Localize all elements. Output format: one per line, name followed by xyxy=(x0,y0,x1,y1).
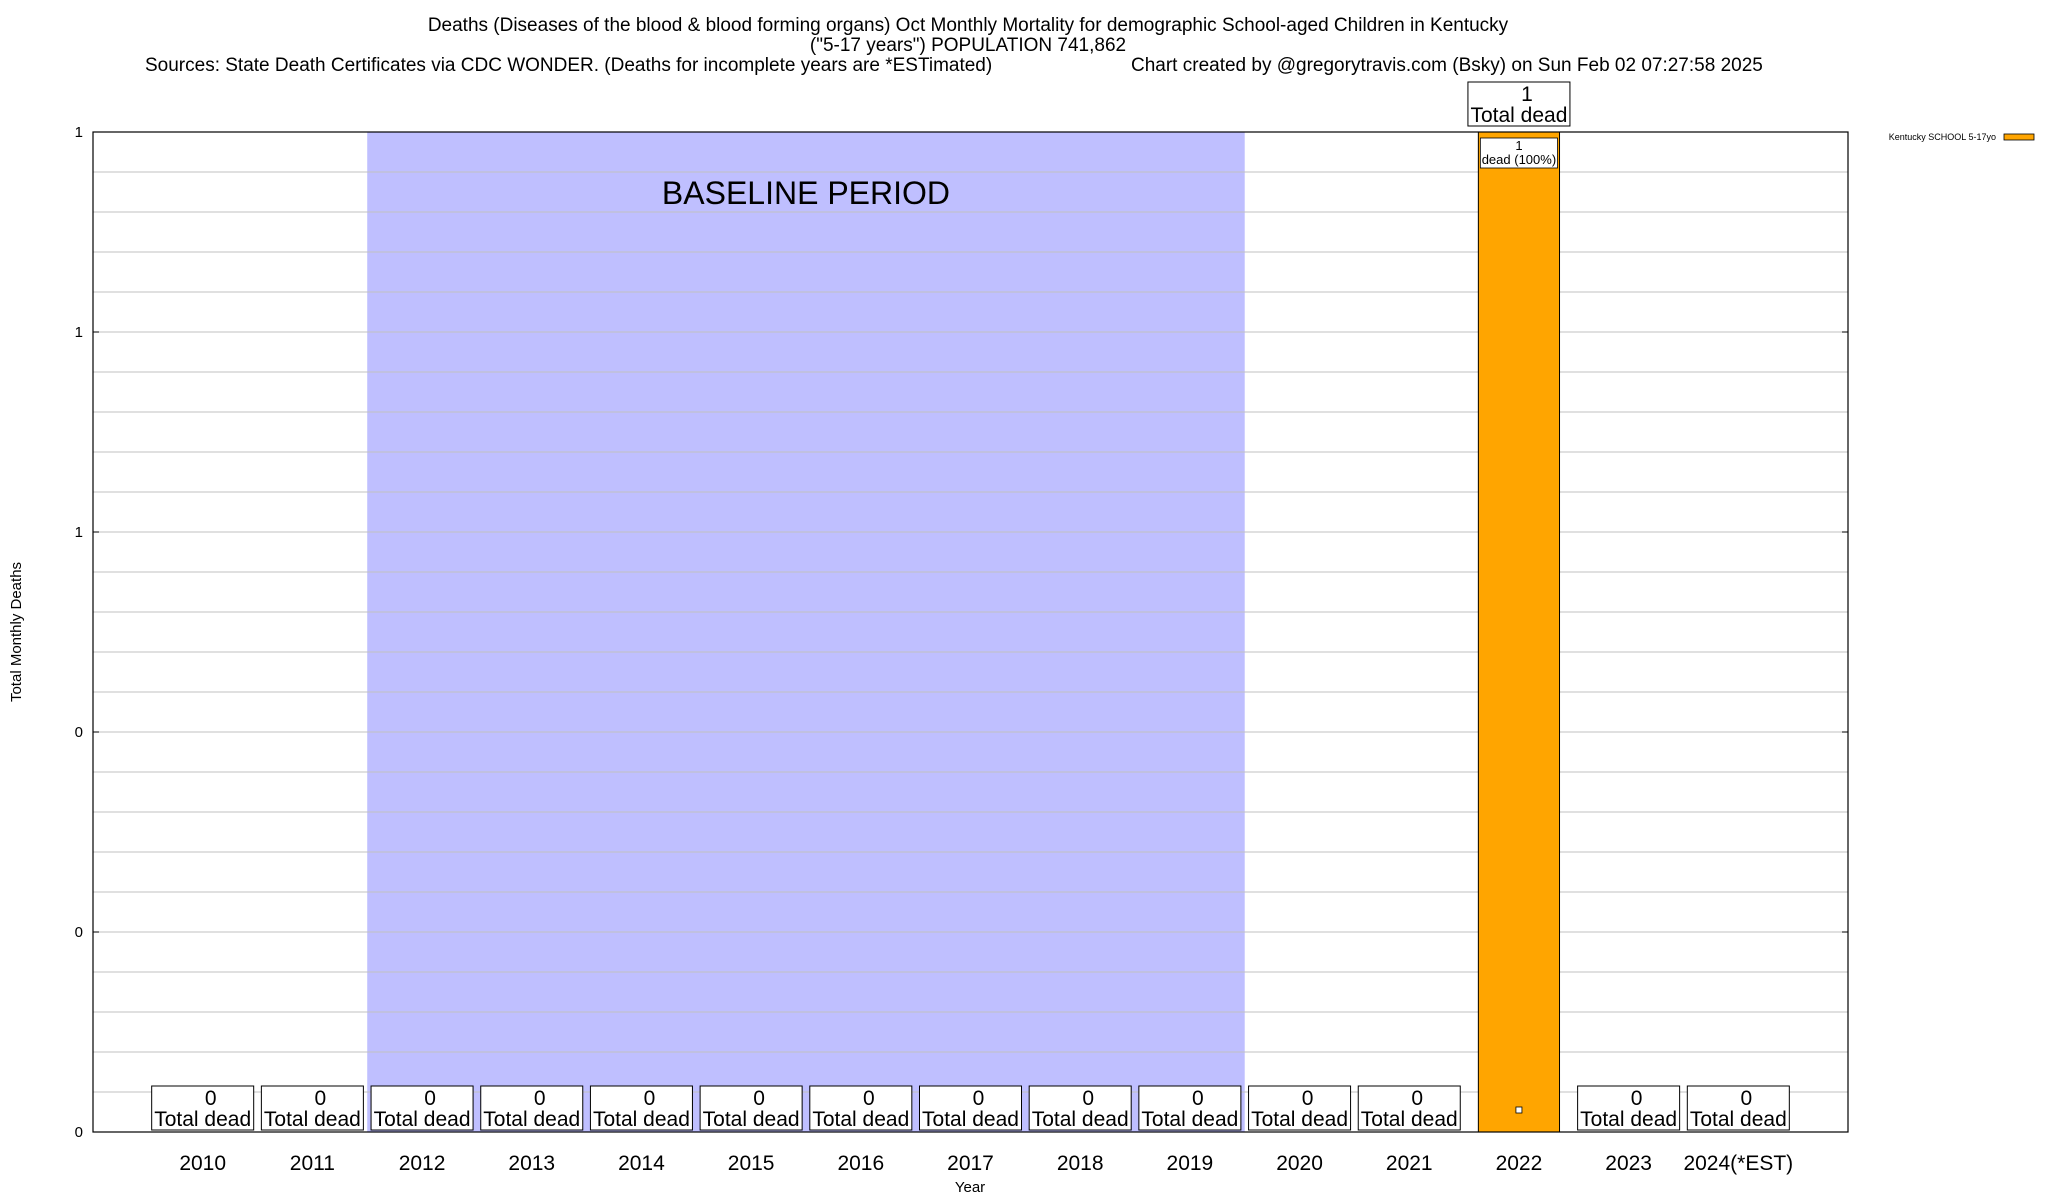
total-dead-value: 1 xyxy=(1521,83,1533,106)
total-dead-box xyxy=(1028,1085,1132,1131)
x-tick-label: 2016 xyxy=(837,1152,884,1175)
total-dead-text: Total dead xyxy=(1141,1108,1238,1131)
x-tick-label: 2024(*EST) xyxy=(1683,1152,1793,1175)
total-dead-text: Total dead xyxy=(703,1108,800,1131)
x-axis-ticks: 2010 2011 2012 2013 2014 2015 2016 2017 2018 2019… xyxy=(179,1106,1793,1175)
total-dead-value: 0 xyxy=(1411,1087,1423,1110)
legend: Kentucky SCHOOL 5-17yo xyxy=(1889,132,2035,142)
x-tick-label: 2019 xyxy=(1167,1152,1214,1175)
total-dead-box xyxy=(260,1085,364,1131)
y-tick-label: 0 xyxy=(75,724,83,741)
x-tick-label: 2014 xyxy=(618,1152,665,1175)
y-tick-label: 0 xyxy=(75,1124,83,1141)
total-dead-box xyxy=(1248,1085,1352,1131)
total-dead-value: 0 xyxy=(534,1087,546,1110)
x-tick-marker xyxy=(1515,1106,1523,1114)
x-axis-label: Year xyxy=(955,1179,985,1196)
total-dead-box xyxy=(809,1085,913,1131)
total-dead-text: Total dead xyxy=(1690,1108,1787,1131)
total-dead-text: Total dead xyxy=(483,1108,580,1131)
y-tick-label: 1 xyxy=(75,324,83,341)
total-dead-value: 0 xyxy=(1740,1087,1752,1110)
total-dead-box xyxy=(1467,81,1571,127)
total-dead-box xyxy=(1577,1085,1681,1131)
legend-swatch xyxy=(2003,133,2035,141)
total-dead-box xyxy=(1138,1085,1242,1131)
total-dead-text: Total dead xyxy=(264,1108,361,1131)
total-dead-text: Total dead xyxy=(1470,104,1567,127)
x-tick-label: 2011 xyxy=(290,1152,335,1175)
total-dead-box xyxy=(1357,1085,1461,1131)
total-dead-text: Total dead xyxy=(1580,1108,1677,1131)
legend-label: Kentucky SCHOOL 5-17yo xyxy=(1889,132,1996,142)
total-dead-text: Total dead xyxy=(374,1108,471,1131)
bar-inner-label-box xyxy=(1479,137,1558,169)
total-dead-value: 0 xyxy=(1631,1087,1643,1110)
x-tick-label: 2020 xyxy=(1276,1152,1323,1175)
baseline-period-label: BASELINE PERIOD xyxy=(662,175,950,211)
x-tick-label: 2015 xyxy=(728,1152,775,1175)
y-tick-label: 1 xyxy=(75,524,83,541)
total-dead-value: 0 xyxy=(863,1087,875,1110)
x-tick-label: 2023 xyxy=(1605,1152,1652,1175)
total-dead-value: 0 xyxy=(644,1087,656,1110)
chart-title: Deaths (Diseases of the blood & blood fo… xyxy=(428,15,1509,36)
chart-titles: Deaths (Diseases of the blood & blood fo… xyxy=(145,15,1763,76)
total-dead-text: Total dead xyxy=(1361,1108,1458,1131)
chart-credit: Chart created by @gregorytravis.com (Bsk… xyxy=(1131,55,1763,76)
total-dead-text: Total dead xyxy=(922,1108,1019,1131)
total-dead-text: Total dead xyxy=(154,1108,251,1131)
total-dead-value: 0 xyxy=(1192,1087,1204,1110)
total-dead-value: 0 xyxy=(205,1087,217,1110)
bar xyxy=(1477,131,1561,1133)
total-dead-value: 0 xyxy=(973,1087,985,1110)
baseline-period-band xyxy=(367,132,1245,1132)
x-tick-label: 2012 xyxy=(399,1152,446,1175)
total-dead-text: Total dead xyxy=(1251,1108,1348,1131)
x-tick-label: 2018 xyxy=(1057,1152,1104,1175)
total-dead-value: 0 xyxy=(753,1087,765,1110)
total-dead-box xyxy=(151,1085,255,1131)
x-tick-label: 2010 xyxy=(179,1152,226,1175)
x-tick-label: 2021 xyxy=(1386,1152,1433,1175)
chart-sources: Sources: State Death Certificates via CD… xyxy=(145,55,992,76)
total-dead-box xyxy=(370,1085,474,1131)
y-tick-label: 1 xyxy=(75,124,83,141)
total-dead-box xyxy=(699,1085,803,1131)
x-tick-label: 2017 xyxy=(947,1152,994,1175)
total-dead-box xyxy=(1686,1085,1790,1131)
x-tick-label: 2013 xyxy=(508,1152,555,1175)
y-tick-label: 0 xyxy=(75,924,83,941)
chart-subtitle: ("5-17 years") POPULATION 741,862 xyxy=(810,35,1126,56)
y-axis-ticks: 0 0 0 1 1 1 xyxy=(75,124,1848,1141)
x-tick-label: 2022 xyxy=(1496,1152,1543,1175)
total-dead-text: Total dead xyxy=(812,1108,909,1131)
total-dead-value: 0 xyxy=(424,1087,436,1110)
bar-inner-text: dead (100%) xyxy=(1482,152,1556,167)
bar-inner-value: 1 xyxy=(1515,138,1522,153)
total-dead-value: 0 xyxy=(315,1087,327,1110)
total-dead-box xyxy=(480,1085,584,1131)
total-dead-value: 0 xyxy=(1302,1087,1314,1110)
total-dead-box xyxy=(589,1085,693,1131)
total-dead-text: Total dead xyxy=(1032,1108,1129,1131)
total-dead-box xyxy=(918,1085,1023,1131)
y-axis-label: Total Monthly Deaths xyxy=(8,562,25,702)
total-dead-text: Total dead xyxy=(593,1108,690,1131)
plot-frame xyxy=(92,131,1849,1133)
total-dead-value: 0 xyxy=(1082,1087,1094,1110)
